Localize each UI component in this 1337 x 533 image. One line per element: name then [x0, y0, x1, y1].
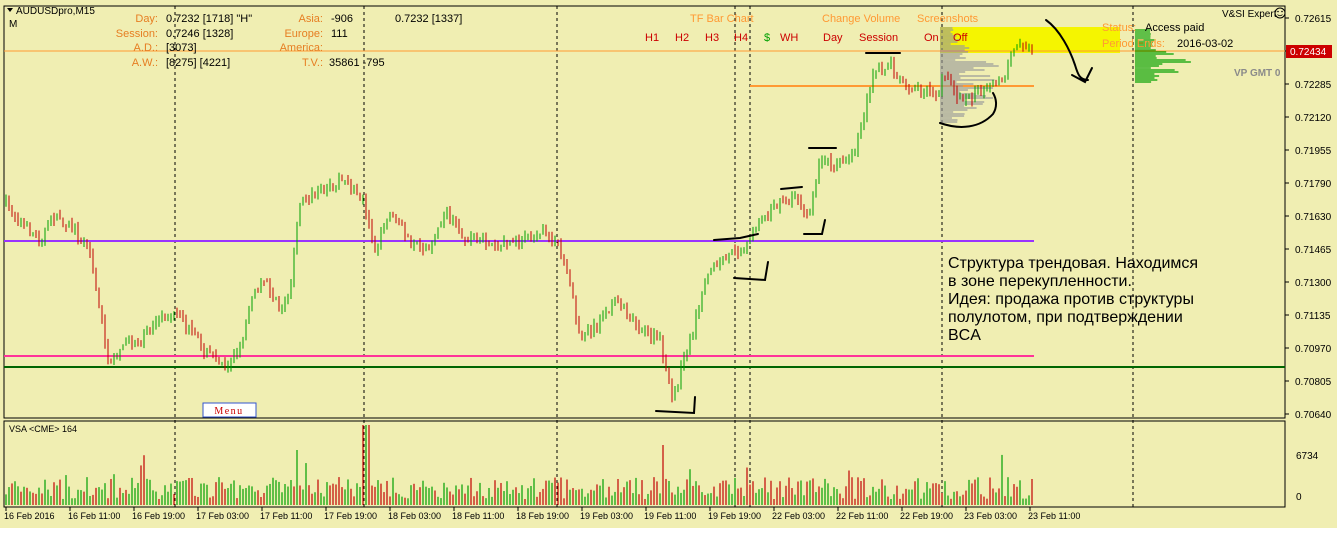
time-tick-label: 16 Feb 11:00 [68, 511, 120, 521]
price-tick-label: 0.71955 [1295, 146, 1332, 157]
session-button[interactable]: Session [859, 32, 898, 44]
symbol-sub: M [9, 19, 17, 30]
main-plot-frame [3, 5, 1286, 419]
stat-ad-value: [3073] [166, 42, 197, 54]
time-tick-label: 18 Feb 03:00 [388, 511, 441, 521]
yellow-resistance-zone [940, 27, 1120, 53]
stat-asia-value2: 0.7232 [1337] [395, 13, 462, 25]
annotation-line-5: BCA [948, 327, 981, 344]
time-tick-label: 23 Feb 11:00 [1028, 511, 1080, 521]
tf-h2-button[interactable]: H2 [675, 32, 689, 44]
price-tick-label: 0.71790 [1295, 179, 1332, 190]
structure-mark-4 [780, 186, 803, 190]
stat-day-label: Day: [135, 13, 158, 25]
off-button[interactable]: Off [953, 32, 968, 44]
expert-name: V&SI Expert [1222, 9, 1277, 20]
price-tick-label: 0.71135 [1295, 311, 1331, 322]
tf-wh-button[interactable]: WH [780, 32, 798, 44]
price-tick-label: 0.72615 [1295, 14, 1332, 25]
stat-tv-value: 35861 -795 [329, 57, 385, 69]
time-tick-label: 16 Feb 19:00 [132, 511, 185, 521]
stat-ad-label: A.D.: [134, 42, 158, 54]
screenshots-button[interactable]: Screenshots [917, 13, 979, 25]
tf-dollar-button[interactable]: $ [764, 32, 770, 44]
time-tick-label: 17 Feb 19:00 [324, 511, 377, 521]
time-axis: 16 Feb 2016 16 Feb 11:00 16 Feb 19:00 17 Fe… [4, 507, 1080, 521]
time-tick-label: 19 Feb 19:00 [708, 511, 761, 521]
tf-h1-button[interactable]: H1 [645, 32, 659, 44]
stat-session-value: 0.7246 [1328] [166, 28, 233, 40]
current-price-label: 0.72434 [1290, 47, 1327, 58]
smiley-icon [1274, 7, 1286, 19]
time-tick-label: 17 Feb 03:00 [196, 511, 249, 521]
time-tick-label: 22 Feb 03:00 [772, 511, 825, 521]
time-tick-label: 18 Feb 19:00 [516, 511, 569, 521]
menu-button-label[interactable]: Menu [214, 406, 243, 417]
time-tick-label: 17 Feb 11:00 [260, 511, 312, 521]
vp-gmt-label: VP GMT 0 [1234, 68, 1281, 79]
price-tick-label: 0.72285 [1295, 80, 1332, 91]
volume-zero-label: 0 [1296, 492, 1302, 503]
structure-mark-8 [939, 92, 997, 128]
price-axis[interactable]: 0.72615 0.72434 0.72285 0.72120 0.71955 0.717… [1285, 14, 1332, 421]
stat-day-value: 0.7232 [1718] "H" [166, 13, 252, 25]
annotation-line-1: Структура трендовая. Находимся [948, 255, 1198, 272]
time-tick-label: 16 Feb 2016 [4, 511, 55, 521]
price-tick-label: 0.71465 [1295, 245, 1332, 256]
stat-aw-label: A.W.: [132, 57, 158, 69]
candlestick-series [5, 38, 1033, 403]
structure-mark-5 [803, 219, 826, 235]
change-volume-button[interactable]: Change Volume [822, 13, 900, 25]
volume-bars [5, 425, 1033, 505]
period-value: 2016-03-02 [1177, 38, 1233, 50]
time-tick-label: 19 Feb 11:00 [644, 511, 696, 521]
status-value: Access paid [1145, 22, 1204, 34]
volume-panel-label: VSA <CME> 164 [9, 424, 77, 434]
structure-mark-3 [713, 233, 759, 241]
stat-tv-label: T.V.: [302, 57, 323, 69]
volume-max-label: 6734 [1296, 451, 1319, 462]
time-tick-label: 18 Feb 11:00 [452, 511, 504, 521]
structure-mark-arrow [1045, 19, 1093, 84]
price-tick-label: 0.71300 [1295, 278, 1332, 289]
annotation-line-4: полулотом, при подтверждении [948, 309, 1183, 326]
time-tick-label: 22 Feb 19:00 [900, 511, 953, 521]
price-tick-label: 0.70805 [1295, 377, 1332, 388]
stat-asia-label: Asia: [299, 13, 323, 25]
price-tick-label: 0.72120 [1295, 113, 1332, 124]
tf-bar-chart-button[interactable]: TF Bar Chart [690, 13, 754, 25]
annotation-line-2: в зоне перекупленности. [948, 273, 1132, 290]
day-button[interactable]: Day [823, 32, 843, 44]
time-tick-label: 23 Feb 03:00 [964, 511, 1017, 521]
stat-europe-label: Europe: [284, 28, 323, 40]
stat-asia-value: -906 [331, 13, 353, 25]
annotation-line-3: Идея: продажа против структуры [948, 291, 1194, 308]
price-tick-label: 0.70640 [1295, 410, 1332, 421]
price-tick-label: 0.70970 [1295, 344, 1332, 355]
menu-button[interactable]: Menu [202, 402, 257, 418]
current-price-tag [1286, 45, 1332, 58]
annotation-text: Структура трендовая. Находимся в зоне пе… [948, 255, 1198, 344]
tf-h4-button[interactable]: H4 [734, 32, 748, 44]
time-tick-label: 19 Feb 03:00 [580, 511, 633, 521]
structure-mark-low [655, 396, 696, 415]
status-label: Status: [1102, 22, 1136, 34]
volume-plot-frame [3, 420, 1286, 508]
price-tick-label: 0.71630 [1295, 212, 1332, 223]
stat-america-label: America: [280, 42, 323, 54]
period-label: Period Ends: [1102, 38, 1165, 50]
time-tick-label: 22 Feb 11:00 [836, 511, 888, 521]
stat-aw-value: [8275] [4221] [166, 57, 230, 69]
structure-marks [655, 19, 1093, 415]
symbol-title: AUDUSDpro,M15 [16, 6, 95, 17]
stat-session-label: Session: [116, 28, 158, 40]
structure-mark-2 [733, 261, 769, 282]
tf-h3-button[interactable]: H3 [705, 32, 719, 44]
chevron-down-icon[interactable] [7, 8, 13, 12]
on-button[interactable]: On [924, 32, 939, 44]
stat-europe-value: 111 [331, 28, 348, 40]
